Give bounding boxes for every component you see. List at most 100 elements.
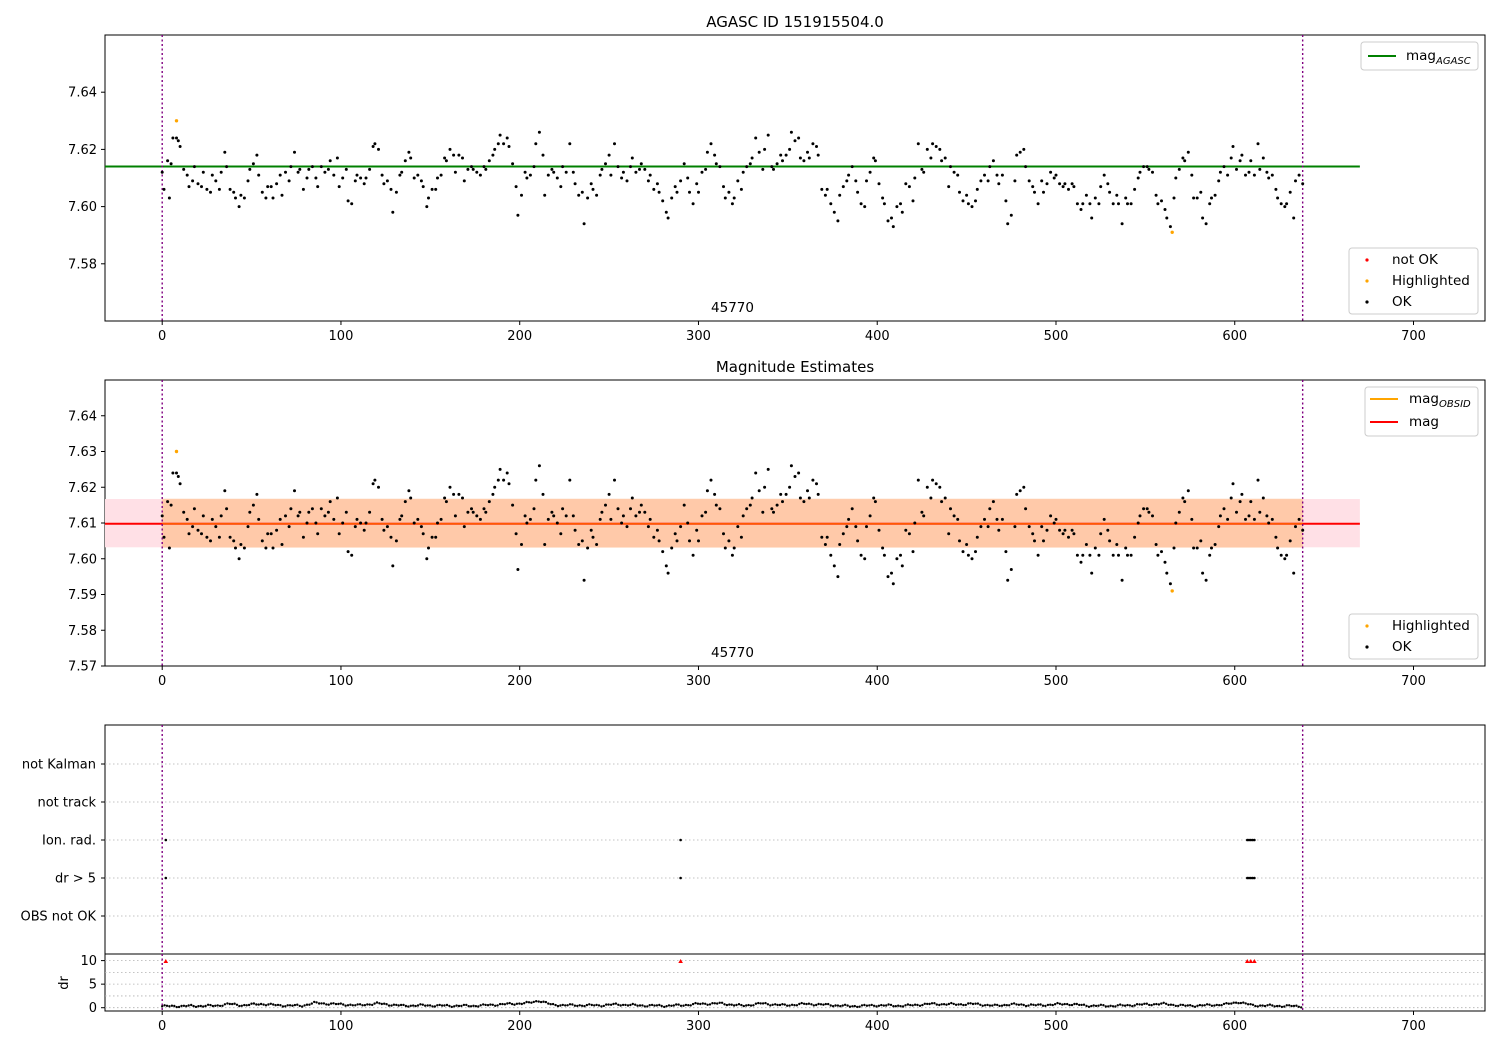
dr-point bbox=[416, 1004, 420, 1007]
ok-point bbox=[484, 510, 488, 514]
dr-point bbox=[621, 1003, 625, 1007]
ok-point bbox=[1145, 165, 1149, 169]
dr-point bbox=[445, 1003, 449, 1007]
ok-point bbox=[1165, 216, 1169, 220]
dr-point bbox=[626, 1004, 630, 1007]
ok-point bbox=[722, 185, 725, 189]
dr-point bbox=[262, 1003, 265, 1006]
ok-point bbox=[275, 528, 279, 532]
ok-point bbox=[475, 170, 479, 174]
dr-point bbox=[414, 1004, 417, 1008]
ok-point bbox=[705, 489, 709, 493]
ok-point bbox=[1276, 196, 1280, 200]
ok-point bbox=[1108, 190, 1112, 194]
dr-point bbox=[732, 1004, 736, 1007]
dr-point bbox=[264, 1004, 268, 1007]
ok-point bbox=[487, 159, 491, 163]
ok-point bbox=[436, 521, 439, 525]
dr-point bbox=[964, 1003, 967, 1007]
ok-point bbox=[1115, 543, 1119, 546]
ok-point bbox=[242, 546, 246, 550]
ok-point bbox=[868, 514, 872, 518]
ok-point bbox=[629, 165, 632, 169]
dr-point bbox=[523, 1002, 526, 1005]
ok-point bbox=[301, 187, 305, 191]
ok-point bbox=[171, 471, 175, 475]
dr-point bbox=[1114, 1005, 1117, 1008]
ok-point bbox=[478, 173, 482, 177]
x-tick-label: 700 bbox=[1401, 1019, 1426, 1034]
dr-point bbox=[513, 1003, 516, 1006]
dr-point bbox=[988, 1004, 992, 1007]
ok-point bbox=[1183, 159, 1187, 163]
ok-point bbox=[427, 196, 430, 200]
dr-point bbox=[634, 1003, 637, 1006]
ok-point bbox=[865, 179, 868, 183]
dr-point bbox=[778, 1003, 782, 1007]
ok-point bbox=[882, 553, 886, 557]
dr-point bbox=[1273, 1005, 1276, 1008]
dr-point bbox=[824, 1002, 827, 1006]
ok-point bbox=[621, 514, 625, 518]
ok-point bbox=[1174, 176, 1178, 180]
dr-point bbox=[774, 1003, 777, 1006]
ok-point bbox=[525, 176, 529, 180]
dr-point bbox=[532, 1000, 535, 1004]
dr-point bbox=[322, 1002, 326, 1005]
ok-point bbox=[895, 557, 899, 561]
ok-point bbox=[625, 179, 629, 183]
dr-point bbox=[228, 1002, 231, 1006]
dr-point bbox=[691, 1002, 695, 1006]
dr-point bbox=[556, 1004, 560, 1008]
dr-point bbox=[747, 1003, 750, 1007]
dr-point bbox=[805, 1002, 808, 1006]
dr-point bbox=[479, 1004, 482, 1007]
dr-point bbox=[648, 1004, 651, 1007]
ok-point bbox=[646, 179, 650, 183]
ok-point bbox=[621, 170, 625, 174]
highlighted-point bbox=[174, 449, 179, 454]
dr-point bbox=[918, 1004, 922, 1007]
dr-point bbox=[1087, 1005, 1091, 1008]
ok-point bbox=[1142, 165, 1146, 169]
dr-point bbox=[390, 1004, 393, 1007]
ok-point bbox=[838, 543, 842, 546]
ok-point bbox=[1238, 159, 1242, 163]
dr-point bbox=[395, 1003, 398, 1007]
ok-point bbox=[577, 543, 581, 546]
dr-point bbox=[1020, 1003, 1023, 1006]
ok-point bbox=[1126, 202, 1129, 206]
ok-point bbox=[714, 503, 718, 507]
ok-point bbox=[1267, 521, 1271, 525]
ok-point bbox=[214, 525, 218, 529]
ok-point bbox=[275, 182, 279, 186]
dr-point bbox=[339, 1002, 342, 1005]
ok-point bbox=[1036, 202, 1040, 206]
ok-point bbox=[228, 187, 232, 191]
dr-point bbox=[561, 1003, 564, 1007]
dr-point bbox=[1066, 1002, 1069, 1006]
ok-point bbox=[1283, 557, 1287, 561]
dr-point bbox=[624, 1003, 627, 1007]
dr-point bbox=[1102, 1004, 1105, 1007]
y-tick-label: 7.58 bbox=[68, 624, 97, 639]
ok-point bbox=[371, 482, 375, 486]
dr-point bbox=[699, 1002, 702, 1006]
ok-point bbox=[398, 517, 402, 521]
ok-point bbox=[1075, 202, 1079, 206]
dr-point bbox=[1140, 1003, 1144, 1006]
flags-panel: not Kalman not track Ion. rad. dr > 5 OBS no… bbox=[21, 724, 1486, 955]
dr-point bbox=[313, 1000, 316, 1004]
ok-point bbox=[638, 167, 641, 171]
dr-point bbox=[291, 1004, 294, 1007]
dr-point bbox=[530, 1001, 533, 1004]
ok-point bbox=[882, 202, 886, 206]
flag-point bbox=[164, 838, 168, 842]
ok-point bbox=[613, 478, 616, 482]
dr-point bbox=[1029, 1003, 1033, 1006]
dr-point bbox=[723, 1003, 726, 1006]
ok-point bbox=[748, 162, 752, 166]
ok-point bbox=[1024, 165, 1028, 169]
ok-point bbox=[1033, 190, 1036, 194]
dr-point bbox=[1053, 1003, 1057, 1006]
